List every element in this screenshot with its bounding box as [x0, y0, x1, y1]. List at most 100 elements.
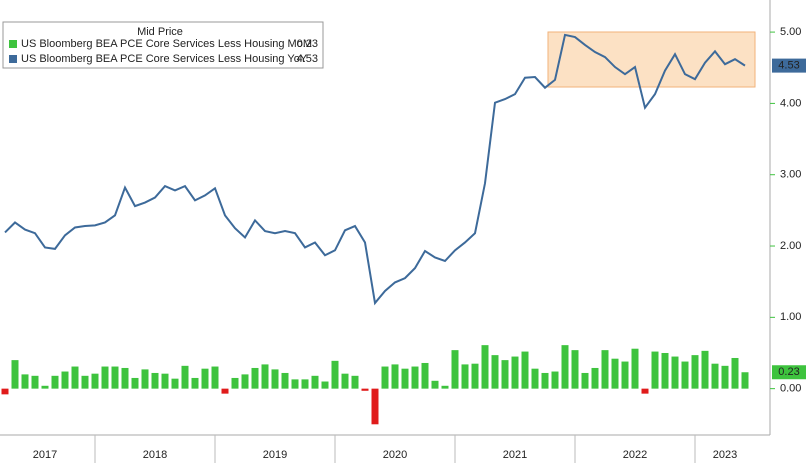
bar: [541, 372, 549, 389]
bar: [531, 368, 539, 389]
bar: [521, 351, 529, 389]
bar: [361, 388, 369, 391]
bar: [241, 374, 249, 389]
x-tick-label: 2022: [623, 449, 647, 461]
x-tick-label: 2020: [383, 449, 407, 461]
bar: [121, 367, 129, 389]
bar: [441, 385, 449, 389]
bar: [131, 377, 139, 389]
bar: [331, 360, 339, 389]
bar: [221, 388, 229, 394]
bar: [171, 378, 179, 389]
bar: [371, 388, 379, 425]
y-tick-label: 2.00: [780, 240, 801, 252]
bar: [51, 375, 59, 389]
bar: [271, 369, 279, 389]
bar: [651, 351, 659, 389]
legend-box: [2, 21, 324, 69]
bar: [481, 345, 489, 389]
bar: [81, 375, 89, 389]
bar: [301, 379, 309, 389]
bar: [471, 363, 479, 389]
bar: [391, 364, 399, 389]
bar: [321, 381, 329, 389]
bar: [611, 358, 619, 389]
y-tick-label: 4.00: [780, 97, 801, 109]
x-tick-label: 2023: [713, 449, 737, 461]
bar: [421, 362, 429, 389]
bar: [291, 379, 299, 389]
x-tick-label: 2018: [143, 449, 167, 461]
bar: [681, 361, 689, 389]
bar: [661, 352, 669, 389]
bar: [351, 375, 359, 389]
legend-value: 4.53: [297, 53, 318, 65]
legend-swatch: [9, 55, 17, 63]
bar: [691, 355, 699, 389]
bar: [161, 373, 169, 389]
bar: [251, 367, 259, 389]
y-tick-label: 5.00: [780, 26, 801, 38]
bar: [571, 350, 579, 389]
bar: [61, 371, 69, 389]
bar: [581, 372, 589, 389]
legend-swatch: [9, 40, 17, 48]
y-tick-label: 1.00: [780, 311, 801, 323]
legend-label: US Bloomberg BEA PCE Core Services Less …: [21, 38, 312, 50]
bar: [501, 360, 509, 389]
bar: [41, 385, 49, 389]
bar: [281, 372, 289, 389]
bar: [601, 350, 609, 389]
bar: [181, 365, 189, 389]
bar: [341, 373, 349, 389]
x-tick-label: 2021: [503, 449, 527, 461]
bar: [741, 372, 749, 389]
bar: [111, 366, 119, 389]
x-tick-label: 2019: [263, 449, 287, 461]
value-tag-box: [772, 58, 806, 73]
bar: [211, 366, 219, 389]
line: [4, 33, 746, 306]
bar: [671, 356, 679, 389]
bar: [641, 388, 649, 394]
legend-title: Mid Price: [137, 26, 183, 38]
y-tick-label: 0.00: [780, 383, 801, 395]
bar: [591, 367, 599, 389]
bar: [401, 368, 409, 389]
bar: [191, 377, 199, 389]
bar: [141, 369, 149, 389]
bar: [451, 350, 459, 389]
bar: [21, 374, 29, 389]
legend-label: US Bloomberg BEA PCE Core Services Less …: [21, 53, 308, 65]
bar: [231, 377, 239, 389]
marks: [1, 33, 749, 425]
bar: [511, 356, 519, 389]
bar: [621, 361, 629, 389]
bar: [551, 371, 559, 389]
bar: [261, 364, 269, 389]
bar: [311, 375, 319, 389]
bar: [561, 345, 569, 389]
bar: [91, 373, 99, 389]
bar: [721, 365, 729, 389]
bar: [461, 364, 469, 389]
bar: [201, 368, 209, 389]
bar: [31, 375, 39, 389]
bar: [71, 366, 79, 389]
bar: [711, 363, 719, 389]
bar: [731, 357, 739, 389]
bar: [411, 366, 419, 389]
value-tag-box: [772, 365, 806, 380]
y-tick-label: 3.00: [780, 169, 801, 181]
bar: [151, 372, 159, 389]
year-separators: [94, 435, 696, 463]
bar: [1, 388, 9, 395]
value-tag: 0.23: [778, 366, 799, 378]
bar: [381, 366, 389, 389]
legend-value: 0.23: [297, 38, 318, 50]
legend: Mid Price US Bloomberg BEA PCE Core Serv…: [2, 21, 324, 69]
bar: [491, 355, 499, 389]
x-tick-label: 2017: [33, 449, 57, 461]
bar: [11, 360, 19, 389]
